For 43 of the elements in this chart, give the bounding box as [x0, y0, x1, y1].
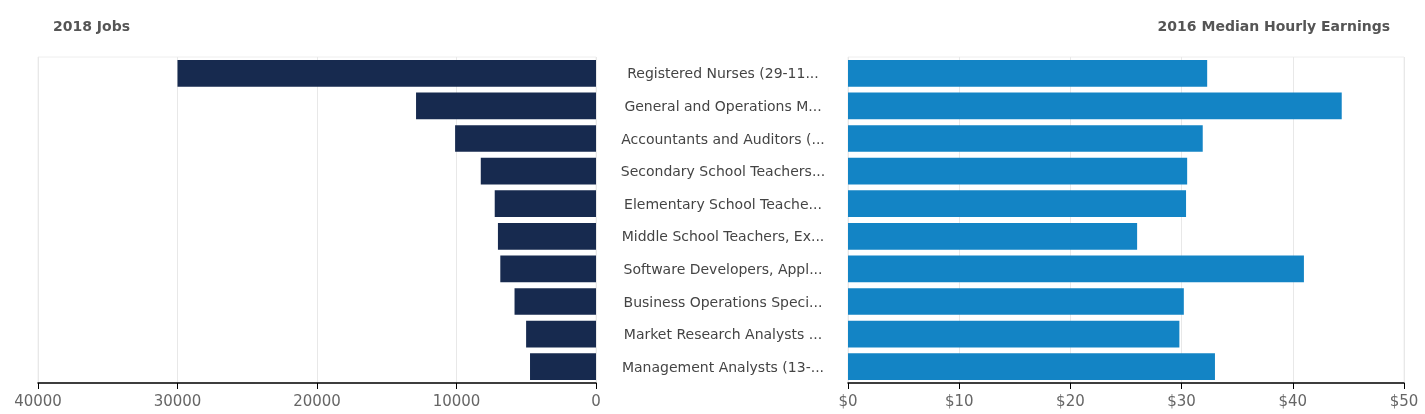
- bar: [848, 59, 1208, 87]
- bar: [497, 222, 596, 250]
- bar: [455, 125, 596, 152]
- y-tick-label: Business Operations Speci...: [623, 293, 823, 310]
- bar: [848, 288, 1184, 315]
- y-tick-label: General and Operations M...: [624, 97, 822, 114]
- x-tick-label: $30: [1167, 391, 1196, 410]
- bar: [177, 59, 596, 87]
- bar: [848, 222, 1138, 250]
- x-tick-label: $10: [944, 391, 974, 410]
- chart-title: 2016 Median Hourly Earnings: [1157, 18, 1391, 34]
- x-tick-label: 20000: [293, 391, 341, 410]
- y-tick-label: Registered Nurses (29-11...: [627, 65, 819, 82]
- x-tick-label: 0: [591, 391, 601, 410]
- bar: [848, 190, 1187, 218]
- y-tick-label: Management Analysts (13-...: [621, 358, 825, 375]
- y-tick-label: Software Developers, Appl...: [623, 260, 823, 277]
- x-tick-label: $40: [1278, 391, 1308, 410]
- bar: [526, 320, 596, 348]
- x-tick-label: $0: [838, 391, 858, 410]
- x-tick-label: $50: [1389, 391, 1419, 410]
- bar: [416, 92, 596, 120]
- x-tick-label: $20: [1056, 391, 1085, 410]
- bar: [848, 125, 1203, 152]
- bar: [530, 353, 596, 381]
- bar: [514, 288, 596, 315]
- bar: [848, 255, 1304, 283]
- x-tick-label: 40000: [14, 391, 62, 410]
- bar: [848, 157, 1188, 185]
- y-tick-label: Secondary School Teachers...: [620, 163, 826, 180]
- bar: [494, 190, 596, 218]
- bar: [480, 157, 596, 185]
- bar: [848, 353, 1215, 381]
- x-tick-label: 30000: [153, 391, 202, 410]
- bar: [848, 320, 1180, 348]
- bar: [500, 255, 596, 283]
- y-tick-label: Accountants and Auditors (...: [621, 130, 825, 147]
- bar: [848, 92, 1342, 120]
- y-tick-label: Elementary School Teache...: [624, 195, 822, 212]
- chart-title: 2018 Jobs: [53, 18, 131, 34]
- x-tick-label: 10000: [432, 391, 481, 410]
- y-tick-label: Middle School Teachers, Ex...: [621, 228, 825, 245]
- y-tick-label: Market Research Analysts ...: [623, 326, 823, 343]
